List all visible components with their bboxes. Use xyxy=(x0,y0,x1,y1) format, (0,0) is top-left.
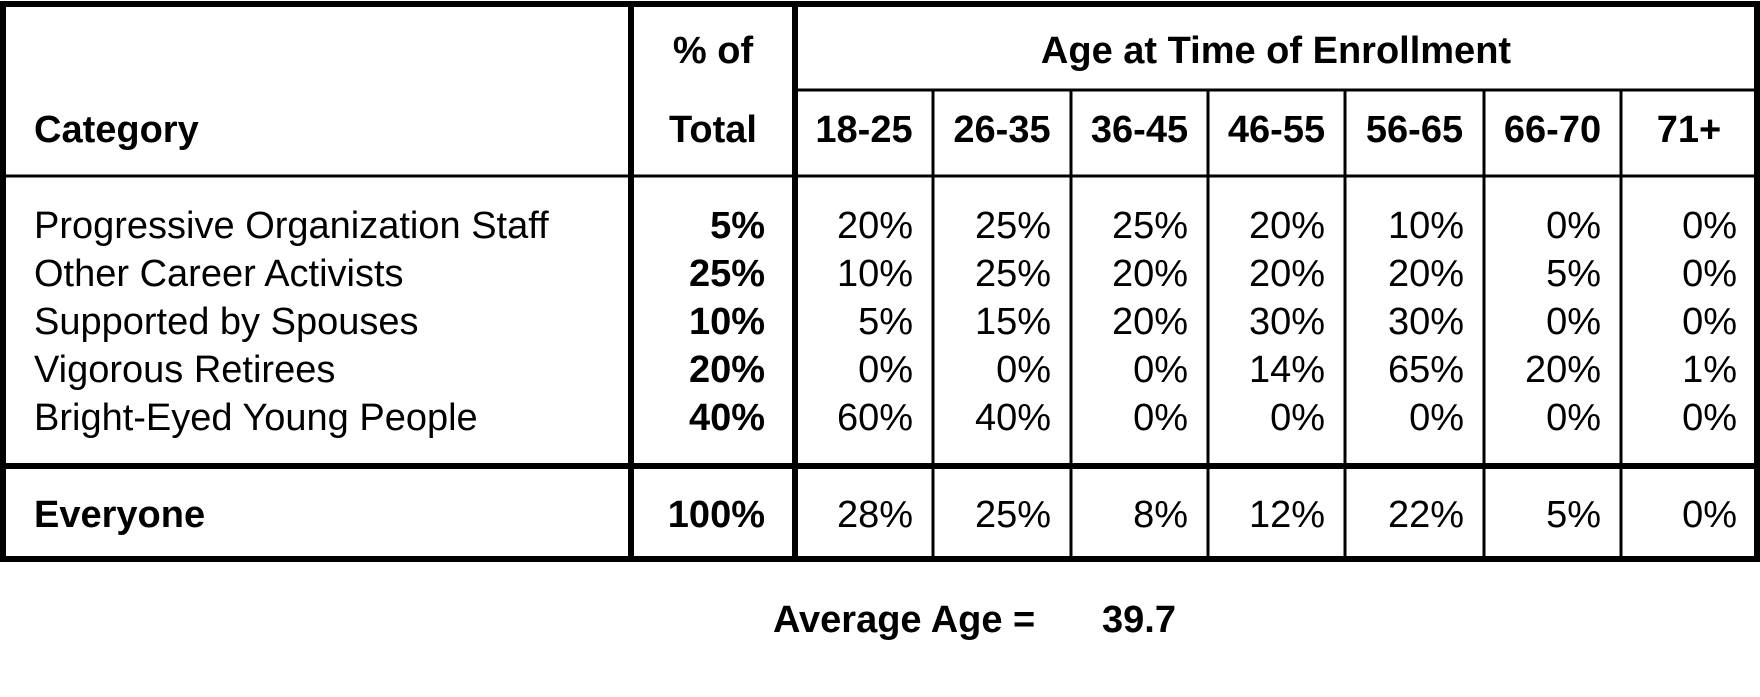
total-age-value: 8% xyxy=(1133,494,1188,536)
total-age-value: 28% xyxy=(837,494,913,536)
row-age-value: 0% xyxy=(1682,397,1737,439)
table-row: Vigorous Retirees 20% 0% 0% 0% 14% 65% 20% 1% xyxy=(34,349,1737,391)
header-pct-line1: % of xyxy=(673,30,754,72)
row-pct-total: 5% xyxy=(710,205,765,247)
row-age-value: 0% xyxy=(996,349,1051,391)
age-band-header: 36-45 xyxy=(1091,109,1188,151)
row-age-value: 30% xyxy=(1249,301,1325,343)
row-pct-total: 10% xyxy=(689,301,765,343)
row-age-value: 5% xyxy=(1546,253,1601,295)
table-row: Progressive Organization Staff 5% 20% 25% 25… xyxy=(34,205,1737,247)
row-age-value: 20% xyxy=(1112,253,1188,295)
total-age-value: 5% xyxy=(1546,494,1601,536)
header-age-group: Age at Time of Enrollment xyxy=(1041,30,1511,72)
row-age-value: 20% xyxy=(1249,205,1325,247)
row-age-value: 20% xyxy=(1388,253,1464,295)
row-age-value: 10% xyxy=(1388,205,1464,247)
total-pct: 100% xyxy=(668,494,765,536)
row-age-value: 40% xyxy=(975,397,1051,439)
average-age-label: Average Age = xyxy=(773,599,1035,641)
row-age-value: 20% xyxy=(837,205,913,247)
row-category: Progressive Organization Staff xyxy=(34,205,549,247)
row-pct-total: 25% xyxy=(689,253,765,295)
age-band-header: 46-55 xyxy=(1228,109,1325,151)
row-category: Other Career Activists xyxy=(34,253,404,295)
row-category: Bright-Eyed Young People xyxy=(34,397,478,439)
row-age-value: 15% xyxy=(975,301,1051,343)
row-age-value: 25% xyxy=(975,205,1051,247)
row-age-value: 0% xyxy=(1133,397,1188,439)
row-age-value: 1% xyxy=(1682,349,1737,391)
row-age-value: 25% xyxy=(1112,205,1188,247)
age-band-header: 71+ xyxy=(1657,109,1721,151)
age-band-headers: 18-25 26-35 36-45 46-55 56-65 66-70 71+ xyxy=(815,109,1721,151)
total-age-value: 25% xyxy=(975,494,1051,536)
row-age-value: 20% xyxy=(1112,301,1188,343)
row-age-value: 20% xyxy=(1525,349,1601,391)
table-row: Supported by Spouses 10% 5% 15% 20% 30% 30% 0% 0… xyxy=(34,301,1737,343)
total-age-value: 12% xyxy=(1249,494,1325,536)
row-age-value: 60% xyxy=(837,397,913,439)
row-age-value: 0% xyxy=(858,349,913,391)
header-category: Category xyxy=(34,109,199,151)
row-age-value: 0% xyxy=(1682,205,1737,247)
total-age-value: 0% xyxy=(1682,494,1737,536)
table-total-row: Everyone 100% 28% 25% 8% 12% 22% 5% 0% xyxy=(34,494,1737,536)
row-pct-total: 20% xyxy=(689,349,765,391)
row-age-value: 0% xyxy=(1682,301,1737,343)
age-band-header: 66-70 xyxy=(1504,109,1601,151)
table-row: Other Career Activists 25% 10% 25% 20% 20% 20%… xyxy=(34,253,1737,295)
row-age-value: 10% xyxy=(837,253,913,295)
row-category: Vigorous Retirees xyxy=(34,349,335,391)
row-age-value: 0% xyxy=(1270,397,1325,439)
row-age-value: 30% xyxy=(1388,301,1464,343)
row-age-value: 0% xyxy=(1546,301,1601,343)
row-age-value: 14% xyxy=(1249,349,1325,391)
row-age-value: 20% xyxy=(1249,253,1325,295)
row-age-value: 0% xyxy=(1133,349,1188,391)
header-pct-line2: Total xyxy=(669,109,757,151)
row-category: Supported by Spouses xyxy=(34,301,419,343)
row-age-value: 25% xyxy=(975,253,1051,295)
row-age-value: 5% xyxy=(858,301,913,343)
average-age-value: 39.7 xyxy=(1102,599,1176,641)
table-body: Progressive Organization Staff 5% 20% 25% 25… xyxy=(34,205,1737,439)
row-age-value: 0% xyxy=(1409,397,1464,439)
row-age-value: 0% xyxy=(1546,397,1601,439)
row-pct-total: 40% xyxy=(689,397,765,439)
row-age-value: 65% xyxy=(1388,349,1464,391)
row-age-value: 0% xyxy=(1682,253,1737,295)
table-row: Bright-Eyed Young People 40% 60% 40% 0% 0% 0% 0… xyxy=(34,397,1737,439)
table-outer-border xyxy=(0,1,1760,562)
age-band-header: 26-35 xyxy=(953,109,1050,151)
row-age-value: 0% xyxy=(1546,205,1601,247)
age-band-header: 18-25 xyxy=(815,109,912,151)
total-age-value: 22% xyxy=(1388,494,1464,536)
total-category: Everyone xyxy=(34,494,205,536)
table-grid xyxy=(0,1,1760,562)
age-band-header: 56-65 xyxy=(1366,109,1463,151)
